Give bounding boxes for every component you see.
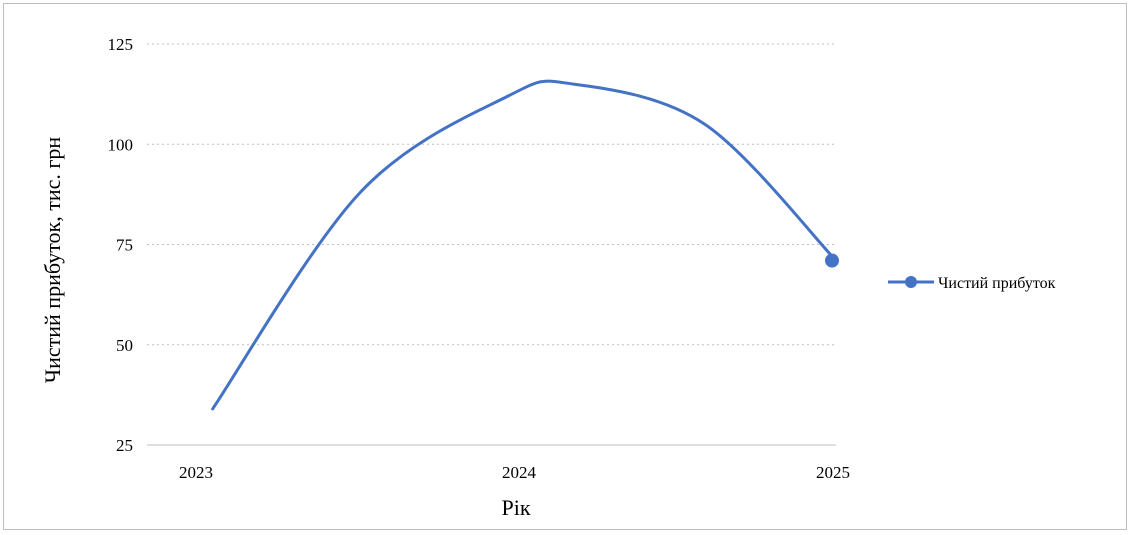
x-tick-label: 2024 xyxy=(502,463,537,482)
data-point xyxy=(825,253,839,268)
y-tick-label: 100 xyxy=(108,135,134,154)
series-layer xyxy=(211,79,839,411)
y-tick-label: 75 xyxy=(116,236,133,255)
x-tick-label: 2025 xyxy=(816,463,850,482)
legend-marker xyxy=(905,276,917,288)
grid-lines xyxy=(147,43,836,346)
x-tick-labels: 2023 2024 2025 xyxy=(179,463,850,482)
legend-label: Чистий прибуток xyxy=(938,275,1056,292)
y-tick-label: 50 xyxy=(116,336,133,355)
series-line xyxy=(211,79,838,411)
x-axis-title: Рік xyxy=(501,495,530,520)
y-tick-label: 25 xyxy=(116,436,133,455)
y-axis-title: Чистий прибуток, тис. грн xyxy=(40,137,65,384)
y-tick-label: 125 xyxy=(108,35,134,54)
y-tick-labels: 25 50 75 100 125 xyxy=(108,35,134,455)
legend: Чистий прибуток xyxy=(888,275,1056,292)
chart-frame xyxy=(3,3,1127,530)
x-tick-label: 2023 xyxy=(179,463,213,482)
